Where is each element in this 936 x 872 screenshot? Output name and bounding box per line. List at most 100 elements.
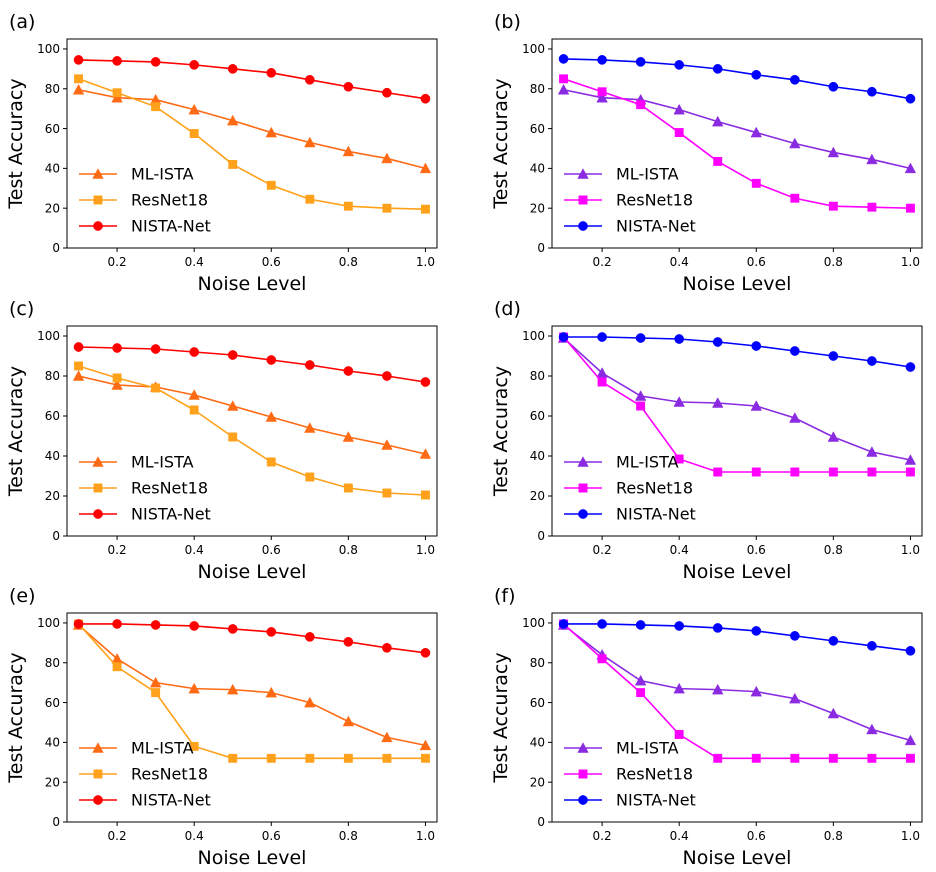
- data-point-nista-net: [712, 623, 723, 633]
- data-point-resnet18: [867, 467, 877, 477]
- data-point-nista-net: [73, 342, 84, 352]
- data-point-ml-ista: [227, 400, 239, 411]
- x-tick-label: 0.2: [593, 829, 612, 843]
- y-tick-label: 40: [530, 449, 545, 463]
- data-point-ml-ista: [904, 734, 917, 746]
- x-tick-label: 0.8: [824, 543, 843, 557]
- x-tick-label: 0.6: [262, 829, 281, 843]
- y-tick-label: 20: [530, 775, 545, 789]
- x-tick-label: 0.8: [339, 543, 358, 557]
- data-point-ml-ista: [866, 446, 878, 457]
- legend-label-nista-net: NISTA-Net: [131, 791, 211, 810]
- data-point-nista-net: [558, 332, 569, 342]
- data-point-resnet18: [713, 467, 723, 477]
- y-tick-label: 20: [45, 489, 60, 503]
- legend-label-ml-ista: ML-ISTA: [131, 165, 194, 184]
- data-point-resnet18: [189, 741, 199, 751]
- x-tick-label: 0.8: [824, 255, 843, 269]
- x-tick-label: 0.4: [670, 255, 689, 269]
- data-point-nista-net: [867, 356, 877, 366]
- data-point-resnet18: [790, 193, 800, 203]
- data-point-nista-net: [112, 56, 122, 66]
- data-point-ml-ista: [789, 692, 801, 704]
- chart-panel-b: (b) 0 20 40 60 80 100 0.2 0.4 0.6 0.8 1.0 Noise Leve…: [490, 11, 923, 295]
- series-line-ml-ista: [563, 624, 911, 742]
- series-line-resnet18: [78, 365, 426, 496]
- data-point-nista-net: [112, 343, 122, 353]
- x-tick-label: 1.0: [416, 255, 435, 269]
- data-point-resnet18: [151, 688, 161, 698]
- y-tick-label: 40: [530, 736, 545, 750]
- data-point-nista-net: [635, 57, 646, 67]
- y-tick-label: 40: [45, 736, 60, 750]
- data-point-nista-net: [189, 621, 200, 631]
- data-point-nista-net: [789, 74, 800, 85]
- y-tick-label: 100: [37, 329, 60, 343]
- data-point-nista-net: [751, 626, 762, 636]
- data-point-resnet18: [189, 129, 199, 138]
- y-tick-label: 60: [45, 696, 60, 710]
- y-tick-label: 60: [530, 122, 545, 136]
- chart-panel-d: (d) 0 20 40 60 80 100 0.2 0.4 0.6 0.8 1.0 Noise Leve…: [490, 298, 923, 583]
- data-point-resnet18: [751, 178, 761, 188]
- legend-label-resnet18: ResNet18: [616, 191, 693, 210]
- panel-label: (b): [494, 11, 521, 33]
- legend-marker-resnet18: [578, 769, 588, 779]
- data-point-resnet18: [343, 753, 353, 763]
- data-point-nista-net: [635, 333, 646, 343]
- legend-label-nista-net: NISTA-Net: [616, 791, 696, 810]
- data-point-ml-ista: [419, 448, 432, 459]
- data-point-nista-net: [828, 81, 839, 92]
- data-point-nista-net: [304, 360, 315, 370]
- data-point-resnet18: [74, 74, 84, 84]
- data-point-resnet18: [228, 159, 238, 169]
- y-tick-label: 80: [530, 656, 545, 670]
- data-point-resnet18: [790, 753, 800, 763]
- x-tick-label: 0.8: [339, 829, 358, 843]
- data-point-resnet18: [228, 432, 238, 442]
- data-point-resnet18: [597, 87, 607, 97]
- data-point-nista-net: [905, 93, 916, 104]
- x-tick-label: 0.2: [593, 255, 612, 269]
- data-point-ml-ista: [673, 682, 685, 694]
- data-point-ml-ista: [188, 389, 200, 400]
- data-point-resnet18: [266, 457, 276, 467]
- y-tick-label: 60: [530, 696, 545, 710]
- data-point-resnet18: [636, 401, 646, 411]
- legend-marker-ml-ista: [92, 742, 104, 753]
- legend-label-nista-net: NISTA-Net: [131, 217, 211, 236]
- data-point-ml-ista: [673, 103, 685, 115]
- y-tick-label: 80: [530, 369, 545, 383]
- legend-marker-resnet18: [578, 483, 588, 493]
- y-tick-label: 80: [45, 656, 60, 670]
- x-axis-label: Noise Level: [683, 273, 792, 295]
- data-point-nista-net: [558, 54, 569, 64]
- legend-label-resnet18: ResNet18: [131, 479, 208, 498]
- x-axis-label: Noise Level: [198, 273, 307, 295]
- data-point-nista-net: [635, 620, 646, 630]
- legend-marker-nista-net: [93, 509, 103, 519]
- series-line-nista-net: [563, 58, 911, 100]
- data-point-nista-net: [266, 627, 277, 637]
- data-point-nista-net: [343, 366, 354, 376]
- data-point-resnet18: [597, 377, 607, 387]
- chart-panel-f: (f) 0 20 40 60 80 100 0.2 0.4 0.6 0.8 1.0 Noise Leve…: [490, 585, 923, 869]
- y-tick-label: 0: [537, 529, 545, 543]
- data-point-nista-net: [304, 74, 315, 85]
- legend-marker-ml-ista: [577, 742, 589, 753]
- y-tick-label: 100: [522, 42, 545, 56]
- data-point-ml-ista: [342, 715, 355, 727]
- data-point-resnet18: [343, 201, 353, 211]
- data-point-resnet18: [305, 753, 315, 763]
- data-point-resnet18: [790, 467, 800, 477]
- data-point-ml-ista: [381, 439, 393, 450]
- data-point-resnet18: [382, 203, 392, 213]
- data-point-nista-net: [558, 619, 569, 629]
- y-tick-label: 20: [45, 201, 60, 215]
- y-tick-label: 0: [52, 815, 60, 829]
- data-point-ml-ista: [789, 412, 801, 423]
- plot-frame: [66, 612, 438, 823]
- data-point-ml-ista: [111, 91, 123, 103]
- y-tick-label: 0: [52, 529, 60, 543]
- plot-frame: [551, 38, 923, 249]
